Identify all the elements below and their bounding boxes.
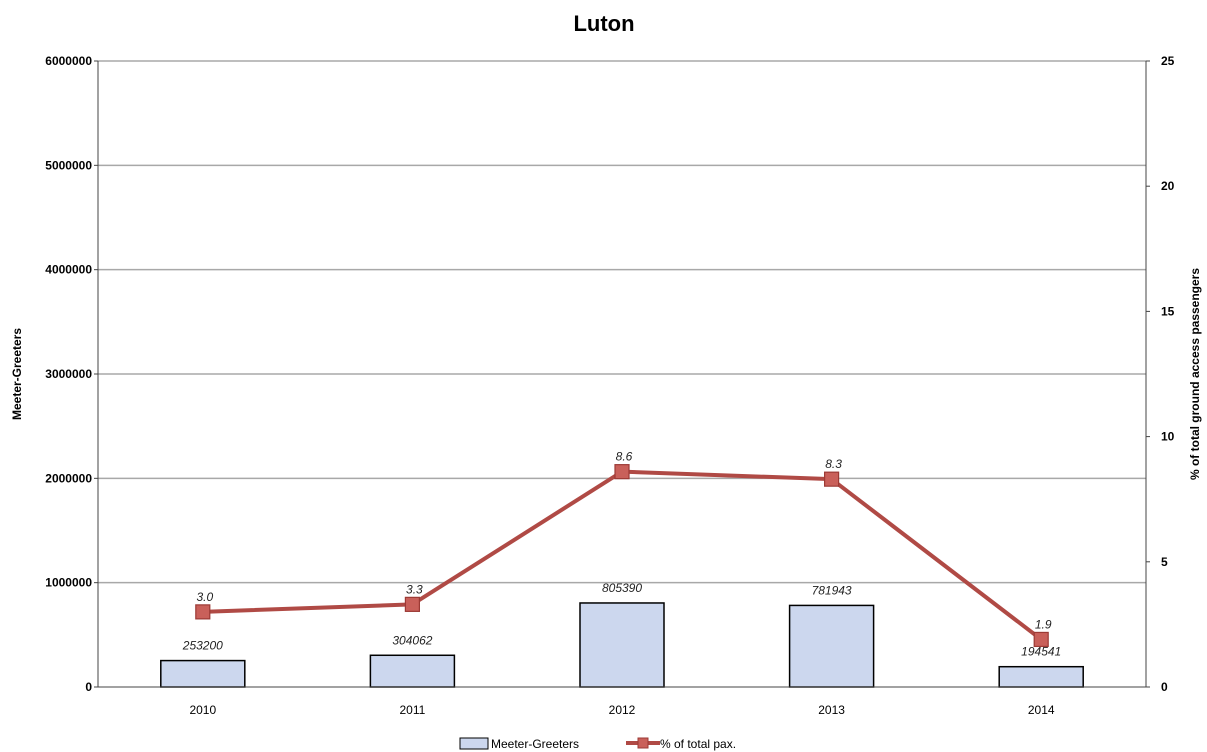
bar-data-label: 253200 [182,639,223,653]
legend-label-line: % of total pax. [660,737,736,751]
line-data-labels: 3.0 3.3 8.6 8.3 1.9 [196,450,1051,632]
bar-data-label: 805390 [602,581,642,595]
chart-title: Luton [573,11,634,36]
right-tick-label: 0 [1161,680,1168,694]
axes [94,60,1150,688]
line-data-label: 3.0 [196,590,213,604]
right-tick-label: 15 [1161,304,1175,318]
line-marker [1033,631,1049,648]
line-marker [195,604,211,620]
legend-swatch-bar [459,737,489,750]
bar-data-label: 304062 [392,633,432,647]
x-tick-label: 2013 [818,703,845,717]
left-tick-label: 1000000 [45,576,92,590]
x-tick-label: 2011 [399,703,425,717]
left-tick-label: 5000000 [45,158,92,172]
right-tick-label: 20 [1161,179,1175,193]
bar [998,665,1084,688]
left-tick-label: 2000000 [45,471,92,485]
right-axis-ticks: 0 5 10 15 20 25 [1161,54,1175,694]
bar-data-label: 194541 [1021,645,1061,659]
bar [369,654,456,688]
right-tick-label: 5 [1161,555,1168,569]
left-tick-label: 6000000 [45,54,92,68]
x-tick-label: 2012 [609,703,636,717]
bar [160,659,246,688]
line-marker [823,471,840,487]
line-data-label: 3.3 [406,582,423,596]
right-tick-label: 25 [1161,54,1175,68]
legend-swatch-marker [637,737,649,749]
x-tick-label: 2010 [189,703,216,717]
legend-label-bar: Meeter-Greeters [491,737,579,751]
bar-series [160,602,1084,688]
line-marker [404,596,420,612]
line-data-label: 1.9 [1035,617,1052,631]
left-tick-label: 0 [85,680,92,694]
x-tick-label: 2014 [1028,703,1055,717]
gridlines [98,60,1146,584]
left-axis-title: Meeter-Greeters [10,328,24,420]
line-data-label: 8.6 [616,450,633,464]
line-marker [614,464,630,480]
category-labels: 2010 2011 2012 2013 2014 [189,703,1054,717]
legend: Meeter-Greeters % of total pax. [459,737,736,751]
left-tick-label: 4000000 [45,263,92,277]
line-series [195,464,1049,648]
right-tick-label: 10 [1161,430,1175,444]
bar [579,602,665,688]
line-data-label: 8.3 [825,457,842,471]
bar-data-label: 781943 [812,583,852,597]
bar [788,604,875,688]
left-axis-ticks: 0 1000000 2000000 3000000 4000000 5000000 6000… [45,54,92,694]
left-tick-label: 3000000 [45,367,92,381]
bar-data-labels: 253200 304062 805390 781943 194541 [182,581,1061,659]
right-axis-title: % of total ground access passengers [1188,268,1202,480]
